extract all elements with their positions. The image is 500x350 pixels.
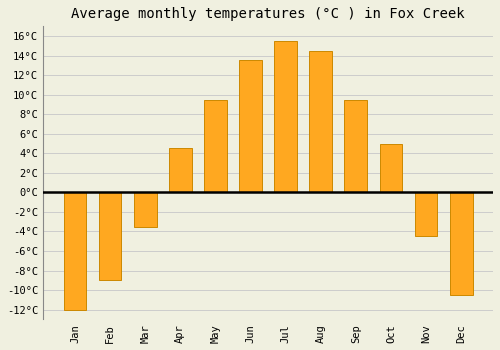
Title: Average monthly temperatures (°C ) in Fox Creek: Average monthly temperatures (°C ) in Fo…: [71, 7, 465, 21]
Bar: [344, 99, 368, 192]
Bar: [169, 148, 192, 193]
Bar: [98, 193, 122, 280]
Bar: [239, 61, 262, 192]
Bar: [274, 41, 297, 192]
Bar: [310, 51, 332, 192]
Bar: [204, 99, 227, 192]
Bar: [64, 193, 86, 310]
Bar: [414, 193, 438, 236]
Bar: [134, 193, 156, 226]
Bar: [450, 193, 472, 295]
Bar: [380, 144, 402, 193]
